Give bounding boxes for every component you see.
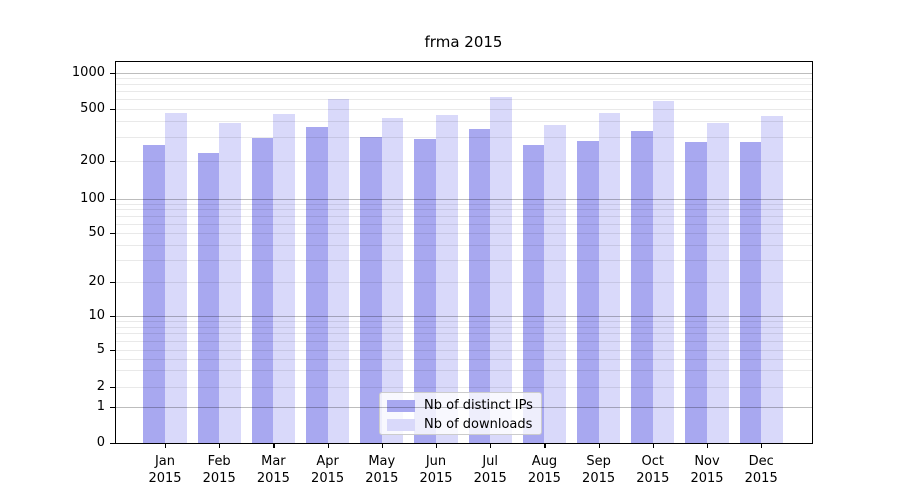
legend-swatch-distinct-ips xyxy=(387,399,415,412)
y-tick-mark xyxy=(110,315,115,317)
x-tick-mark xyxy=(381,444,383,448)
legend: Nb of distinct IPs Nb of downloads xyxy=(379,392,542,435)
gridline-minor xyxy=(115,108,812,110)
axis-spine-bottom xyxy=(115,443,813,445)
x-tick-mark xyxy=(165,444,167,448)
x-tick-mark xyxy=(273,444,275,448)
x-tick-mark xyxy=(544,444,546,448)
y-tick-label: 0 xyxy=(96,435,105,450)
bar-distinct-ips-apr xyxy=(305,127,328,443)
y-tick-label: 5 xyxy=(96,342,105,357)
y-tick-label: 50 xyxy=(88,224,105,240)
x-tick-label: Jun 2015 xyxy=(419,454,453,486)
gridline-minor xyxy=(115,77,812,79)
bar-distinct-ips-feb xyxy=(197,152,220,443)
bar-distinct-ips-nov xyxy=(685,142,707,443)
x-tick-label: Jan 2015 xyxy=(148,454,182,486)
y-tick-mark xyxy=(110,350,115,352)
legend-label-downloads: Nb of downloads xyxy=(424,417,533,432)
x-tick-label: Sep 2015 xyxy=(582,454,616,486)
bar-downloads-jul xyxy=(490,97,512,443)
bar-downloads-oct xyxy=(652,101,675,443)
gridline-minor xyxy=(115,84,812,86)
bar-downloads-apr xyxy=(327,99,350,443)
bar-downloads-mar xyxy=(273,114,296,443)
x-tick-mark xyxy=(707,444,709,448)
y-tick-label: 1000 xyxy=(71,64,105,80)
y-tick-label: 2 xyxy=(96,378,105,394)
x-tick-mark xyxy=(436,444,438,448)
x-tick-mark xyxy=(327,444,329,448)
bar-downloads-sep xyxy=(598,113,621,443)
x-tick-label: Dec 2015 xyxy=(744,454,778,486)
bar-distinct-ips-mar xyxy=(251,138,274,443)
bar-distinct-ips-may xyxy=(360,137,382,443)
y-tick-mark xyxy=(110,160,115,162)
x-tick-mark xyxy=(219,444,221,448)
x-tick-label: Oct 2015 xyxy=(636,454,670,486)
gridline-major xyxy=(115,72,812,74)
y-tick-label: 20 xyxy=(88,274,105,289)
legend-item-downloads: Nb of downloads xyxy=(387,415,541,434)
legend-label-distinct-ips: Nb of distinct IPs xyxy=(424,398,533,413)
y-tick-mark xyxy=(110,407,115,409)
y-tick-mark xyxy=(110,386,115,388)
bar-downloads-feb xyxy=(219,123,241,443)
bar-distinct-ips-dec xyxy=(739,142,762,443)
bar-distinct-ips-jun xyxy=(414,139,436,443)
y-tick-mark xyxy=(110,108,115,110)
bar-downloads-jun xyxy=(436,115,458,443)
x-tick-label: May 2015 xyxy=(365,454,399,486)
y-tick-mark xyxy=(110,232,115,234)
bar-distinct-ips-oct xyxy=(631,131,653,443)
y-tick-label: 1 xyxy=(96,399,105,414)
bar-distinct-ips-jan xyxy=(143,144,165,443)
x-tick-label: Feb 2015 xyxy=(202,454,236,486)
y-tick-label: 200 xyxy=(80,152,105,168)
bar-downloads-jan xyxy=(165,112,187,443)
legend-item-distinct-ips: Nb of distinct IPs xyxy=(387,396,541,415)
x-tick-mark xyxy=(490,444,492,448)
legend-swatch-downloads xyxy=(387,418,415,431)
bar-downloads-nov xyxy=(707,122,729,443)
x-tick-mark xyxy=(761,444,763,448)
x-tick-label: Mar 2015 xyxy=(256,454,290,486)
x-tick-mark xyxy=(652,444,654,448)
axis-spine-left xyxy=(115,61,117,443)
x-tick-label: Nov 2015 xyxy=(690,454,724,486)
x-tick-label: Aug 2015 xyxy=(527,454,561,486)
bar-downloads-may xyxy=(381,117,404,443)
bar-distinct-ips-sep xyxy=(576,141,599,443)
gridline-minor xyxy=(115,99,812,101)
y-tick-label: 500 xyxy=(80,100,105,116)
bar-downloads-dec xyxy=(761,116,783,443)
y-tick-mark xyxy=(110,443,115,445)
y-tick-label: 100 xyxy=(80,190,105,206)
chart-title: frma 2015 xyxy=(424,33,503,51)
y-tick-label: 10 xyxy=(88,307,105,323)
y-tick-mark xyxy=(110,198,115,200)
x-tick-mark xyxy=(598,444,600,448)
axis-spine-top xyxy=(115,61,812,63)
x-tick-label: Jul 2015 xyxy=(473,454,507,486)
x-tick-label: Apr 2015 xyxy=(311,454,345,486)
axis-spine-right xyxy=(812,61,814,443)
bar-downloads-aug xyxy=(544,124,567,443)
y-tick-mark xyxy=(110,72,115,74)
bar-distinct-ips-jul xyxy=(468,128,491,443)
y-tick-mark xyxy=(110,282,115,284)
bar-distinct-ips-aug xyxy=(522,144,545,443)
gridline-minor xyxy=(115,91,812,93)
